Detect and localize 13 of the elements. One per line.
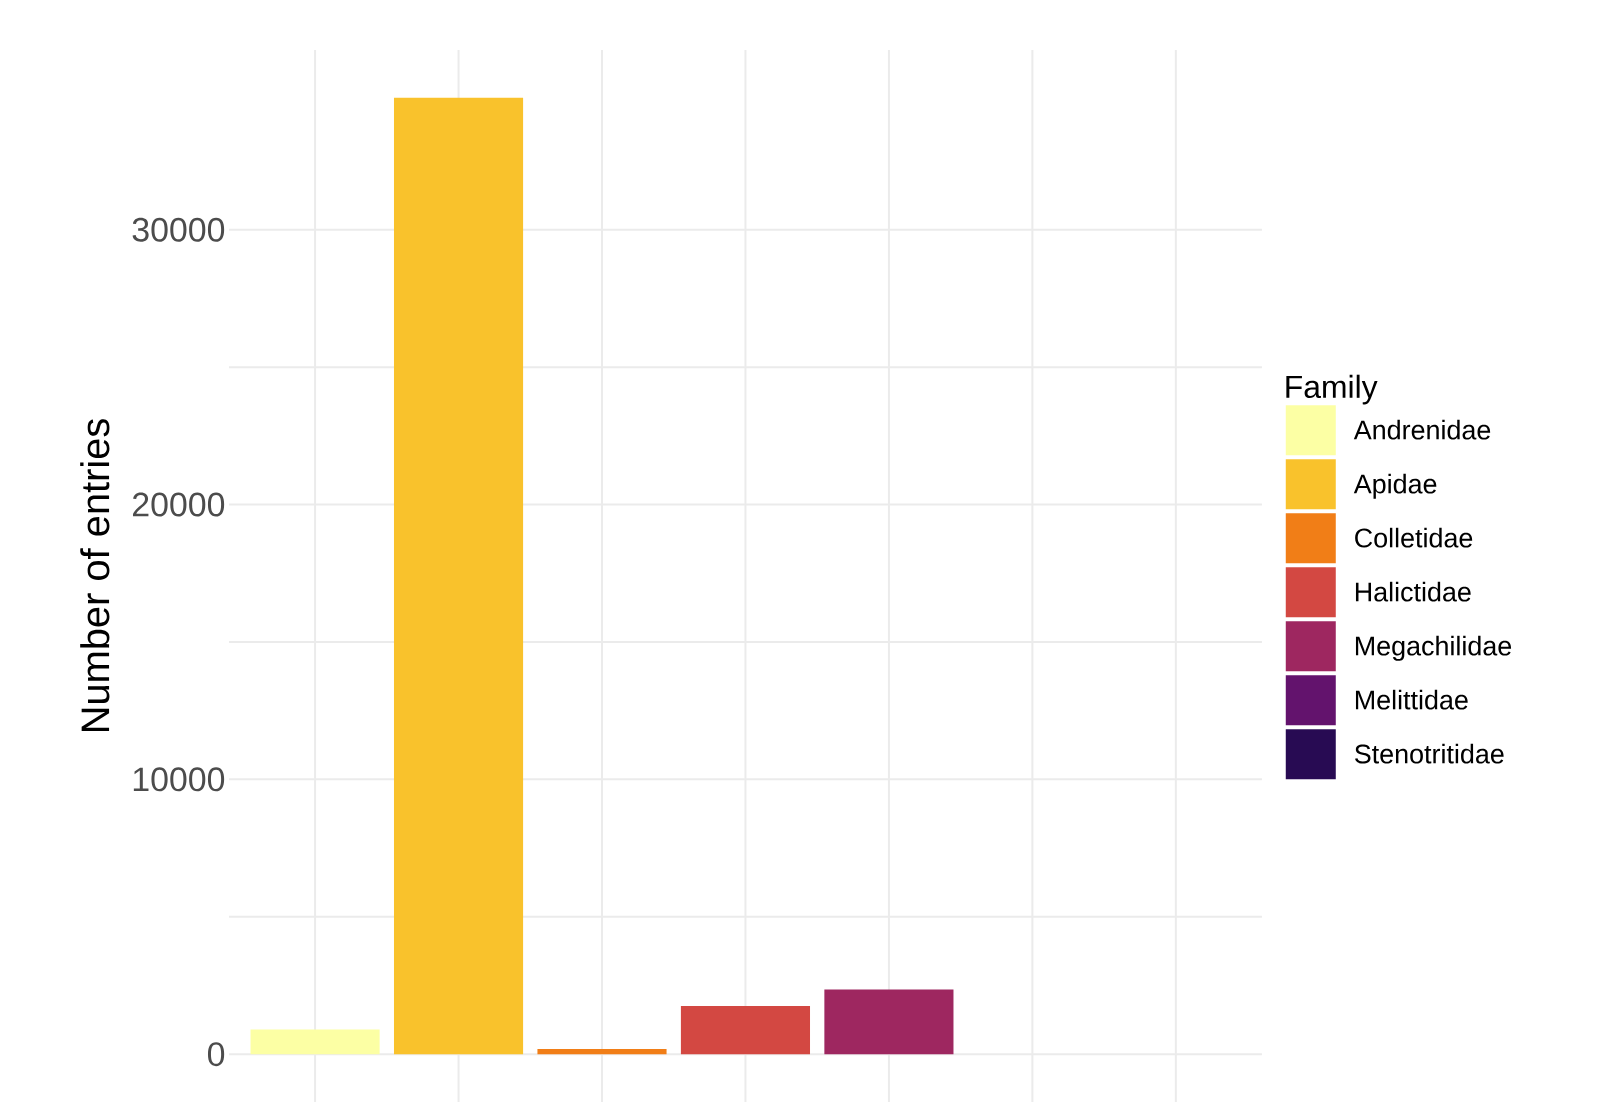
y-tick-label: 20000 [132,492,225,517]
legend-label: Colletidae [1355,527,1473,548]
y-axis-title: Number of entries [80,419,110,732]
legend-label: Stenotritidae [1354,743,1504,764]
y-tick-label: 10000 [133,767,225,792]
legend-label: Megachilidae [1355,635,1512,661]
legend-label: Melittidae [1355,689,1468,710]
legend-title: Family [1286,374,1378,405]
legend-label: Apidae [1353,473,1437,499]
legend-label: Andrenidae [1353,419,1491,440]
y-tick-label: 30000 [132,217,225,242]
legend-label: Halictidae [1355,581,1471,602]
y-tick-label: 0 [207,1042,225,1067]
